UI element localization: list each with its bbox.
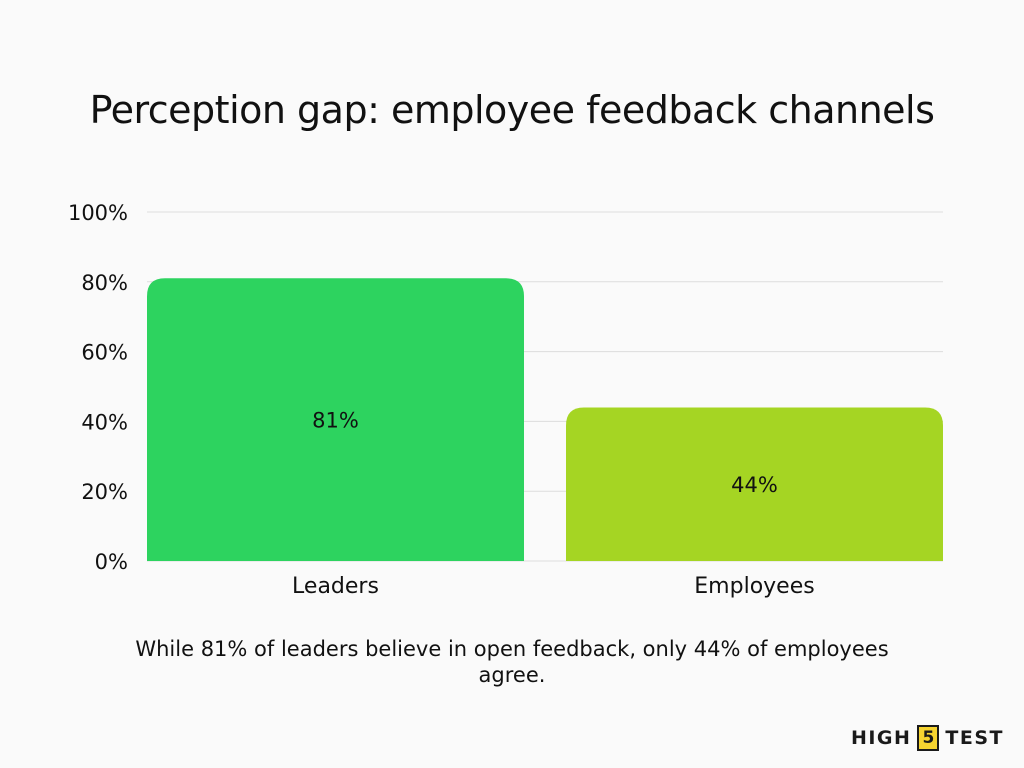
- brand-word-high: HIGH: [850, 727, 912, 749]
- bar-value-label: 81%: [312, 409, 359, 433]
- y-tick-label: 40%: [81, 410, 128, 434]
- bar-chart: 0% 20% 40% 60% 80% 100% 81% Leaders 44% Employees: [68, 201, 943, 599]
- y-tick-label: 20%: [81, 480, 128, 504]
- y-tick-label: 100%: [68, 201, 128, 225]
- chart-title: Perception gap: employee feedback channe…: [89, 88, 935, 132]
- y-tick-label: 60%: [81, 341, 128, 365]
- bar-value-label: 44%: [731, 473, 778, 497]
- brand-word-test: TEST: [945, 727, 1004, 749]
- x-category-label: Leaders: [292, 574, 379, 599]
- bar-leaders: [147, 278, 524, 561]
- x-category-label: Employees: [694, 574, 814, 599]
- chart-caption: While 81% of leaders believe in open fee…: [135, 637, 889, 687]
- bar-employees: [566, 407, 943, 561]
- y-tick-label: 80%: [81, 271, 128, 295]
- brand-five-badge: 5: [917, 725, 940, 751]
- y-tick-label: 0%: [95, 550, 128, 574]
- brand-logo: HIGH 5 TEST: [851, 724, 1004, 752]
